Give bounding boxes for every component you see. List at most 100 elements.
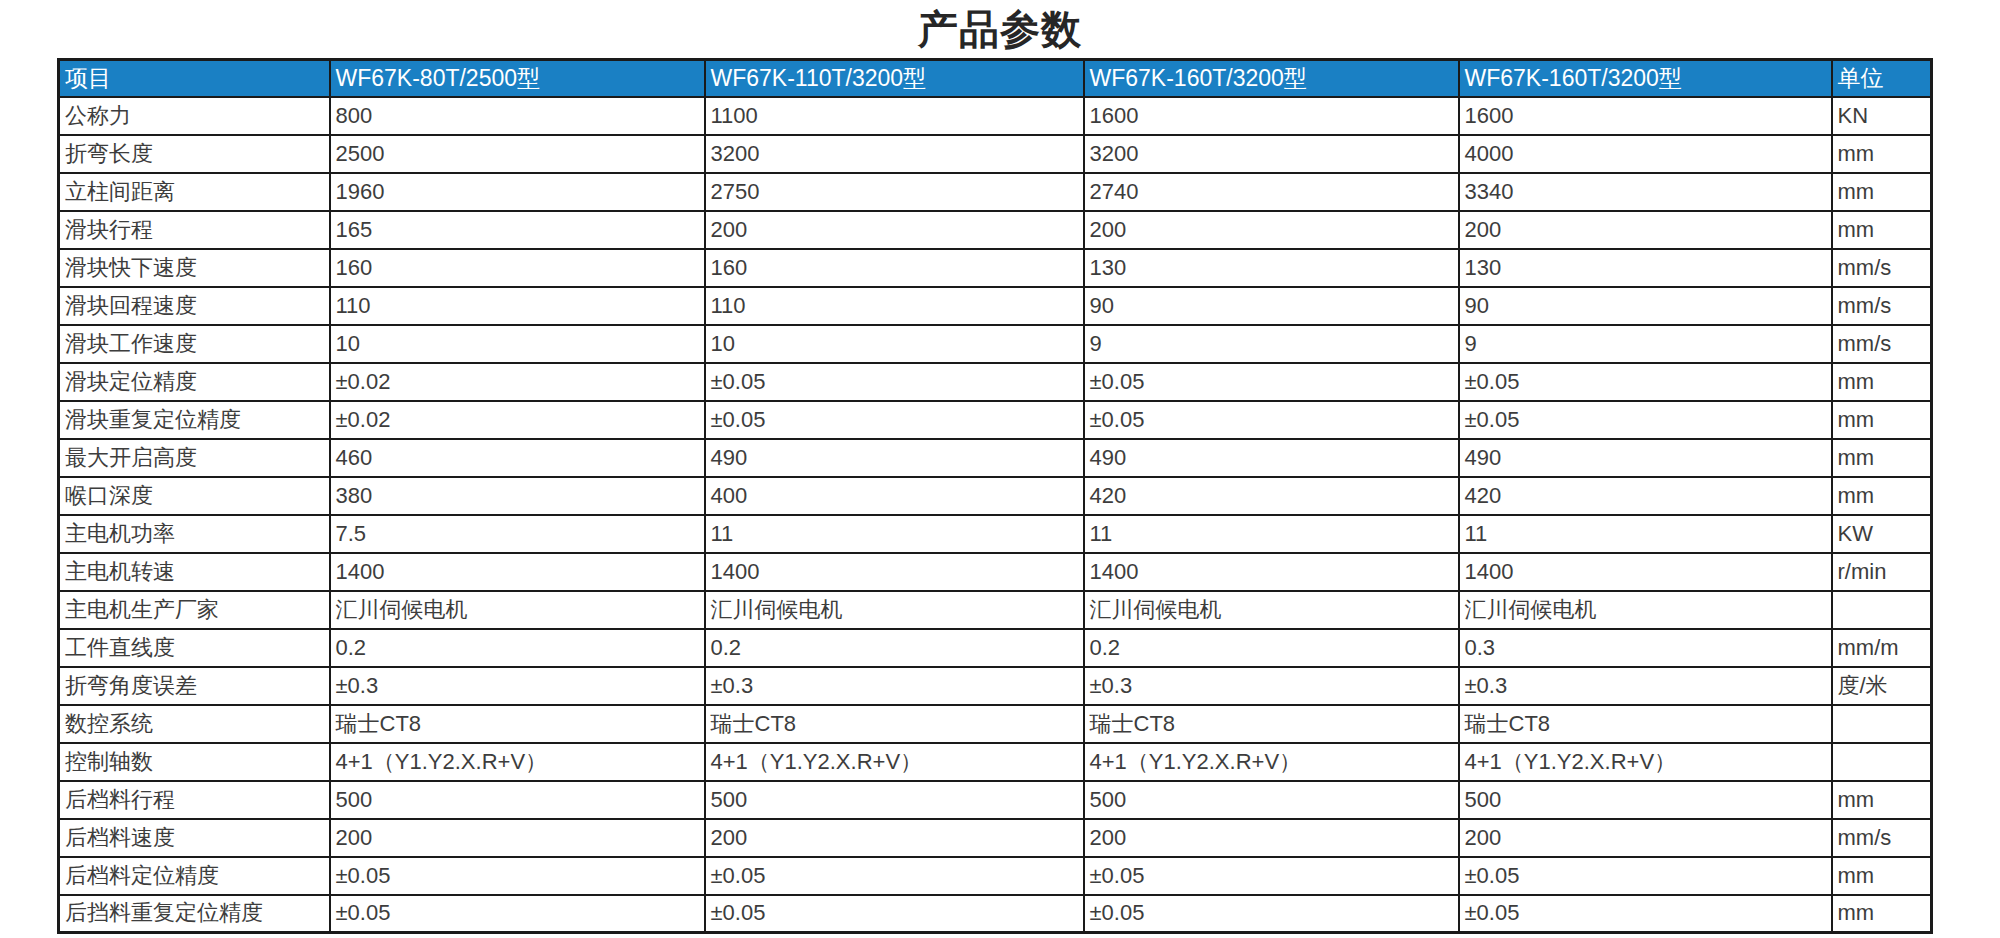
- unit-cell: mm/m: [1832, 629, 1932, 667]
- row-label: 折弯长度: [59, 135, 330, 173]
- row-label: 后档料行程: [59, 781, 330, 819]
- table-row: 喉口深度380400420420mm: [59, 477, 1932, 515]
- value-cell: ±0.05: [330, 895, 705, 933]
- column-header-unit: 单位: [1832, 60, 1932, 97]
- value-cell: 200: [330, 819, 705, 857]
- table-row: 工件直线度0.20.20.20.3mm/m: [59, 629, 1932, 667]
- value-cell: ±0.02: [330, 401, 705, 439]
- unit-cell: mm/s: [1832, 287, 1932, 325]
- unit-cell: mm: [1832, 173, 1932, 211]
- value-cell: 0.2: [705, 629, 1084, 667]
- value-cell: ±0.05: [1459, 401, 1832, 439]
- table-row: 滑块回程速度1101109090mm/s: [59, 287, 1932, 325]
- value-cell: ±0.05: [330, 857, 705, 895]
- row-label: 立柱间距离: [59, 173, 330, 211]
- value-cell: ±0.05: [1084, 895, 1459, 933]
- row-label: 折弯角度误差: [59, 667, 330, 705]
- table-row: 后档料定位精度±0.05±0.05±0.05±0.05mm: [59, 857, 1932, 895]
- value-cell: 420: [1459, 477, 1832, 515]
- row-label: 后档料速度: [59, 819, 330, 857]
- value-cell: 汇川伺候电机: [1459, 591, 1832, 629]
- value-cell: 130: [1084, 249, 1459, 287]
- value-cell: 200: [705, 819, 1084, 857]
- value-cell: 汇川伺候电机: [705, 591, 1084, 629]
- value-cell: 200: [1459, 211, 1832, 249]
- value-cell: 0.2: [1084, 629, 1459, 667]
- value-cell: 2740: [1084, 173, 1459, 211]
- row-label: 滑块快下速度: [59, 249, 330, 287]
- row-label: 最大开启高度: [59, 439, 330, 477]
- column-header-model: WF67K-160T/3200型: [1084, 60, 1459, 97]
- unit-cell: mm: [1832, 135, 1932, 173]
- row-label: 喉口深度: [59, 477, 330, 515]
- value-cell: ±0.05: [705, 401, 1084, 439]
- value-cell: ±0.05: [705, 857, 1084, 895]
- value-cell: 1600: [1459, 97, 1832, 135]
- value-cell: 汇川伺候电机: [330, 591, 705, 629]
- table-row: 滑块定位精度±0.02±0.05±0.05±0.05mm: [59, 363, 1932, 401]
- unit-cell: [1832, 705, 1932, 743]
- table-row: 立柱间距离1960275027403340mm: [59, 173, 1932, 211]
- value-cell: 110: [330, 287, 705, 325]
- row-label: 滑块重复定位精度: [59, 401, 330, 439]
- value-cell: ±0.3: [1459, 667, 1832, 705]
- table-body: 公称力800110016001600KN折弯长度2500320032004000…: [59, 97, 1932, 933]
- value-cell: ±0.05: [705, 895, 1084, 933]
- value-cell: 130: [1459, 249, 1832, 287]
- value-cell: 9: [1084, 325, 1459, 363]
- row-label: 滑块工作速度: [59, 325, 330, 363]
- value-cell: 10: [330, 325, 705, 363]
- table-row: 主电机生产厂家汇川伺候电机汇川伺候电机汇川伺候电机汇川伺候电机: [59, 591, 1932, 629]
- value-cell: 11: [705, 515, 1084, 553]
- table-row: 最大开启高度460490490490mm: [59, 439, 1932, 477]
- unit-cell: mm: [1832, 781, 1932, 819]
- unit-cell: mm: [1832, 895, 1932, 933]
- unit-cell: [1832, 591, 1932, 629]
- value-cell: ±0.05: [1459, 895, 1832, 933]
- value-cell: 4+1（Y1.Y2.X.R+V）: [1084, 743, 1459, 781]
- table-row: 折弯角度误差±0.3±0.3±0.3±0.3度/米: [59, 667, 1932, 705]
- value-cell: 490: [1084, 439, 1459, 477]
- value-cell: 1400: [330, 553, 705, 591]
- column-header-model: WF67K-80T/2500型: [330, 60, 705, 97]
- value-cell: 1400: [705, 553, 1084, 591]
- unit-cell: mm/s: [1832, 325, 1932, 363]
- table-row: 主电机转速1400140014001400r/min: [59, 553, 1932, 591]
- table-header-row: 项目WF67K-80T/2500型WF67K-110T/3200型WF67K-1…: [59, 60, 1932, 97]
- value-cell: ±0.05: [1084, 401, 1459, 439]
- value-cell: 90: [1084, 287, 1459, 325]
- table-row: 滑块行程165200200200mm: [59, 211, 1932, 249]
- value-cell: 11: [1459, 515, 1832, 553]
- unit-cell: [1832, 743, 1932, 781]
- value-cell: 500: [705, 781, 1084, 819]
- table-row: 滑块重复定位精度±0.02±0.05±0.05±0.05mm: [59, 401, 1932, 439]
- value-cell: 4+1（Y1.Y2.X.R+V）: [330, 743, 705, 781]
- row-label: 滑块回程速度: [59, 287, 330, 325]
- value-cell: 200: [1084, 819, 1459, 857]
- value-cell: 3200: [1084, 135, 1459, 173]
- row-label: 后档料定位精度: [59, 857, 330, 895]
- table-row: 后档料速度200200200200mm/s: [59, 819, 1932, 857]
- page-title: 产品参数: [0, 2, 2000, 57]
- value-cell: 160: [330, 249, 705, 287]
- value-cell: 瑞士CT8: [1084, 705, 1459, 743]
- table-row: 滑块快下速度160160130130mm/s: [59, 249, 1932, 287]
- table-row: 滑块工作速度101099mm/s: [59, 325, 1932, 363]
- value-cell: 4000: [1459, 135, 1832, 173]
- value-cell: 3200: [705, 135, 1084, 173]
- value-cell: ±0.05: [1459, 857, 1832, 895]
- value-cell: 160: [705, 249, 1084, 287]
- value-cell: 90: [1459, 287, 1832, 325]
- value-cell: 490: [705, 439, 1084, 477]
- value-cell: 500: [1084, 781, 1459, 819]
- value-cell: 500: [1459, 781, 1832, 819]
- table-row: 公称力800110016001600KN: [59, 97, 1932, 135]
- value-cell: ±0.05: [1084, 363, 1459, 401]
- value-cell: 420: [1084, 477, 1459, 515]
- unit-cell: KW: [1832, 515, 1932, 553]
- row-label: 主电机功率: [59, 515, 330, 553]
- value-cell: 1400: [1459, 553, 1832, 591]
- value-cell: 110: [705, 287, 1084, 325]
- value-cell: 瑞士CT8: [330, 705, 705, 743]
- unit-cell: mm: [1832, 439, 1932, 477]
